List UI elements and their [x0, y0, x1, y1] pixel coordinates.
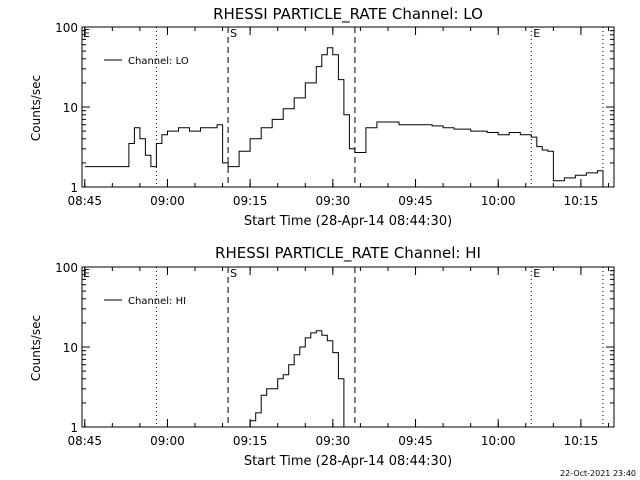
- corner-label: E: [83, 27, 90, 40]
- x-tick-label: 08:45: [67, 434, 102, 448]
- x-tick-label: 10:00: [481, 194, 516, 208]
- plot-area-lo: 1 10 100 08:45 09:00 09:15 09:30 09:45 10:00 10:1…: [55, 21, 615, 208]
- x-tick-label: 10:15: [564, 194, 599, 208]
- plot-frame: [81, 266, 615, 428]
- marker-label: S: [230, 267, 237, 280]
- x-tick-label: 09:00: [150, 194, 185, 208]
- chart-panel-hi: RHESSI PARTICLE_RATE Channel: HI Counts/…: [29, 244, 615, 469]
- x-axis-label-hi: Start Time (28-Apr-14 08:44:30): [244, 454, 452, 469]
- x-axis-label-lo: Start Time (28-Apr-14 08:44:30): [244, 214, 452, 229]
- x-tick-label: 09:00: [150, 434, 185, 448]
- y-tick-label: 1: [70, 181, 78, 195]
- y-tick-label: 100: [55, 261, 78, 275]
- y-tick-label: 1: [70, 421, 78, 435]
- x-tick-label: 09:15: [233, 194, 268, 208]
- marker-label: S: [230, 27, 237, 40]
- x-tick-label: 09:15: [233, 434, 268, 448]
- y-tick-label: 10: [63, 341, 78, 355]
- marker-label: E: [533, 267, 540, 280]
- chart-title-hi: RHESSI PARTICLE_RATE Channel: HI: [215, 244, 481, 263]
- series-line-0: [84, 47, 604, 187]
- x-tick-label: 09:45: [398, 194, 433, 208]
- plot-area-hi: 1 10 100 08:45 09:00 09:15 09:30 09:45 10:00 10:1…: [55, 261, 615, 448]
- x-tick-label: 09:30: [316, 434, 351, 448]
- y-tick-label: 100: [55, 21, 78, 35]
- y-tick-label: 10: [63, 101, 78, 115]
- chart-panel-lo: RHESSI PARTICLE_RATE Channel: LO Counts/…: [29, 5, 615, 229]
- plot-frame: [81, 26, 615, 188]
- series-line-1: [244, 330, 345, 428]
- legend-entry: Channel: LO: [128, 56, 189, 67]
- x-tick-label: 09:45: [398, 434, 433, 448]
- corner-label: E: [83, 267, 90, 280]
- x-tick-label: 10:00: [481, 434, 516, 448]
- legend-entry: Channel: HI: [128, 296, 186, 307]
- chart-title-lo: RHESSI PARTICLE_RATE Channel: LO: [213, 5, 483, 24]
- x-tick-label: 09:30: [316, 194, 351, 208]
- y-axis-label-hi: Counts/sec: [29, 315, 43, 381]
- footer-timestamp: 22-Oct-2021 23:40: [560, 469, 636, 478]
- x-tick-label: 10:15: [564, 434, 599, 448]
- y-axis-label-lo: Counts/sec: [29, 75, 43, 141]
- x-tick-label: 08:45: [67, 194, 102, 208]
- marker-label: E: [533, 27, 540, 40]
